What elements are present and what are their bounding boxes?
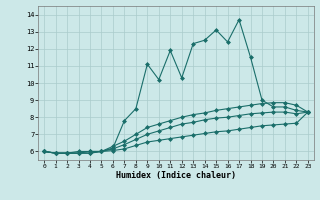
X-axis label: Humidex (Indice chaleur): Humidex (Indice chaleur) [116,171,236,180]
